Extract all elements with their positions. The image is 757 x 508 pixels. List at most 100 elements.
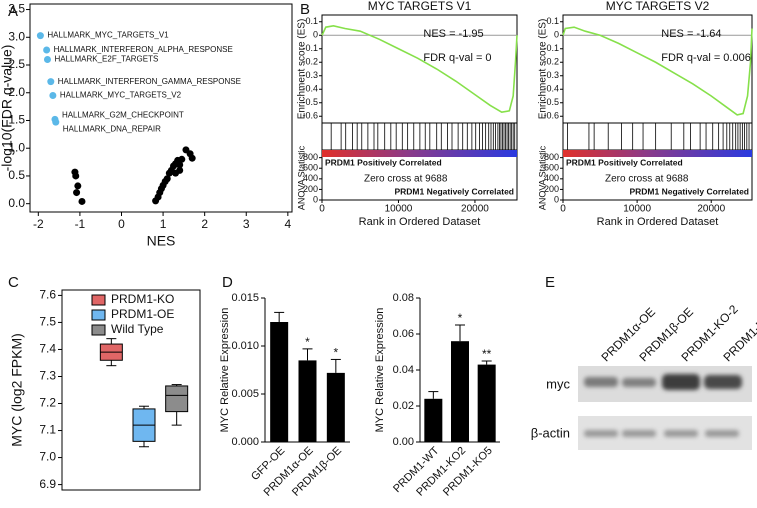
legend-label: PRDM1-OE <box>111 307 174 321</box>
y-tick-label: 3.0 <box>8 29 25 43</box>
y-tick-label: 3.5 <box>8 2 25 16</box>
y-tick-label: 0 <box>554 30 559 40</box>
x-tick-label: 0 <box>319 204 325 215</box>
y-tick-label: 7.3 <box>39 369 56 383</box>
y-tick-label: 0.005 <box>231 388 259 400</box>
y-tick-label: 0.00 <box>393 436 414 448</box>
y-tick-label: 7.2 <box>39 396 56 410</box>
point-label: HALLMARK_E2F_TARGETS <box>54 55 158 64</box>
y-tick-label: 7.4 <box>39 342 56 356</box>
x-tick-label: -2 <box>33 217 44 231</box>
bar <box>298 360 317 442</box>
band <box>622 430 656 437</box>
point-label: HALLMARK_INTERFERON_GAMMA_RESPONSE <box>58 77 241 86</box>
y2-tick-label: 200 <box>303 184 318 194</box>
heat-bar <box>563 150 752 157</box>
point <box>43 55 51 63</box>
band <box>662 374 700 390</box>
legend-swatch <box>91 324 106 336</box>
x-axis-label: NES <box>147 233 176 249</box>
y-tick-label: 0.000 <box>231 436 259 448</box>
y-tick-label: 0.06 <box>393 328 414 340</box>
point <box>172 169 180 177</box>
point <box>72 172 80 180</box>
y-tick-label: -0.6 <box>302 111 318 121</box>
y-tick-label: 7.6 <box>39 288 56 302</box>
bar <box>424 398 443 442</box>
y-tick-label: -0.1 <box>302 43 318 53</box>
band <box>705 430 739 437</box>
point-label: HALLMARK_G2M_CHECKPOINT <box>62 110 184 119</box>
x-tick-label: 3 <box>243 217 250 231</box>
y-tick-label: -0.3 <box>543 70 559 80</box>
point <box>188 154 196 162</box>
plot-frame <box>61 289 201 491</box>
y2-tick-label: 200 <box>544 184 559 194</box>
es-curve <box>321 24 518 114</box>
y-tick-label: 0.5 <box>8 168 25 182</box>
point <box>163 175 171 183</box>
y-tick-label: -0.1 <box>543 43 559 53</box>
heat-bar <box>322 150 517 157</box>
x-tick-label: 4 <box>284 217 291 231</box>
legend-label: PRDM1-KO <box>111 292 174 306</box>
neg-label: PRDM1 Negatively Correlated <box>394 186 514 196</box>
band <box>704 375 742 389</box>
y-tick-label: 7.5 <box>39 315 56 329</box>
y-tick-label: 0 <box>313 30 318 40</box>
point <box>47 78 55 86</box>
zero-cross-label: Zero cross at 9688 <box>605 174 689 185</box>
es-curve <box>562 26 753 116</box>
bar <box>477 364 496 442</box>
x-axis-label: Rank in Ordered Dataset <box>359 216 481 228</box>
y-tick-label: 1.5 <box>8 113 25 127</box>
point <box>36 32 44 40</box>
point-label: HALLMARK_INTERFERON_ALPHA_RESPONSE <box>54 45 233 54</box>
point <box>49 92 57 100</box>
hits-frame <box>562 122 753 151</box>
y-axis-label: Enrichment score (ES) <box>297 19 308 120</box>
x-tick-label: 0 <box>560 204 566 215</box>
x-axis-label: Rank in Ordered Dataset <box>597 216 719 228</box>
y2-tick-label: 0 <box>554 194 559 204</box>
panel-letter: B <box>300 1 310 18</box>
y2-tick-label: 600 <box>303 163 318 173</box>
bar <box>451 341 469 442</box>
point-label: HALLMARK_MYC_TARGETS_V1 <box>47 31 169 40</box>
y2-tick-label: 800 <box>544 152 559 162</box>
y-tick-label: 2.0 <box>8 85 25 99</box>
panel-letter: D <box>222 274 233 291</box>
y-axis-label: -log10(FDR q-value) <box>0 45 15 172</box>
blot: E PRDM1α-OE PRDM1β-OE PRDM1-KO-2 PRDM1-K… <box>531 274 757 450</box>
y-axis-label: MYC (log2 FPKM) <box>9 333 25 447</box>
y-tick-label: 0.0 <box>8 196 25 210</box>
y-tick-label: -0.5 <box>302 97 318 107</box>
y-tick-label: 0.1 <box>305 16 318 26</box>
bar <box>270 322 289 442</box>
y-axis-label: Enrichment score (ES) <box>538 19 549 120</box>
y-tick-label: -0.5 <box>543 97 559 107</box>
point <box>73 189 81 197</box>
y-tick-label: -0.2 <box>302 57 318 67</box>
y2-tick-label: 400 <box>303 173 318 183</box>
y-tick-label: 1.0 <box>8 140 25 154</box>
point <box>74 182 82 190</box>
x-tick-label: 10000 <box>623 204 651 215</box>
panel-letter: A <box>8 3 18 20</box>
y-tick-label: 0.015 <box>231 292 259 304</box>
bands <box>584 374 742 437</box>
x-tick-label: 20000 <box>461 204 489 215</box>
annotation: NES = -1.64 <box>661 28 721 40</box>
point-label: HALLMARK_MYC_TARGETS_V2 <box>60 91 182 100</box>
point-label: HALLMARK_DNA_REPAIR <box>63 124 161 133</box>
point <box>178 155 186 163</box>
annotation: NES = -1.95 <box>423 28 483 40</box>
y-tick-label: -0.4 <box>302 84 318 94</box>
y2-tick-label: 0 <box>313 194 318 204</box>
plot-frame <box>29 3 293 213</box>
chart-title: MYC TARGETS V2 <box>606 0 710 13</box>
significance: * <box>305 335 310 349</box>
y-tick-label: 0.010 <box>231 340 259 352</box>
significance: * <box>458 311 463 325</box>
